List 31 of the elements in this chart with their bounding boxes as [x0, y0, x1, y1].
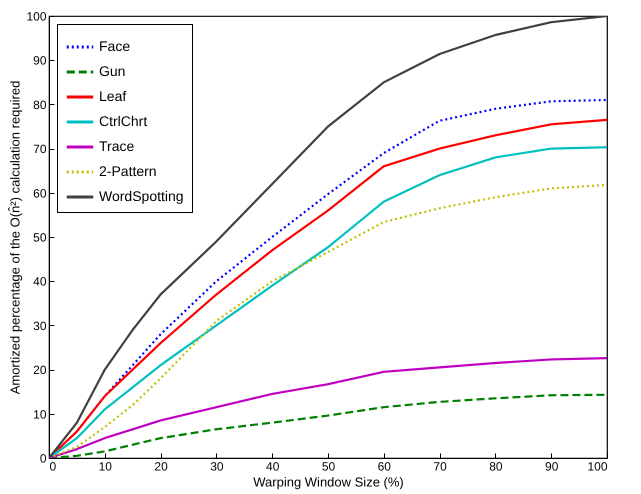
legend-label: 2-Pattern: [99, 163, 157, 179]
y-tick-label: 40: [33, 274, 47, 289]
y-tick-label: 20: [33, 363, 47, 378]
legend-label: Gun: [99, 63, 126, 79]
legend-label: Leaf: [99, 88, 126, 104]
y-tick-label: 90: [33, 54, 47, 68]
line-series: [49, 16, 607, 458]
y-tick-label: 100: [26, 10, 47, 24]
x-tick-label: 30: [210, 460, 224, 474]
legend-label: WordSpotting: [99, 188, 184, 204]
x-tick-label: 100: [587, 460, 608, 474]
y-tick-label: 30: [33, 318, 47, 333]
x-tick-label: 20: [154, 460, 168, 474]
x-tick-label: 40: [266, 460, 280, 474]
y-tick-label: 70: [33, 142, 47, 156]
legend-label: CtrlChrt: [99, 113, 148, 129]
x-tick-label: 90: [545, 460, 559, 474]
y-tick-label: 60: [33, 186, 47, 200]
legend-label: Face: [99, 38, 130, 54]
legend-label: Trace: [99, 138, 134, 154]
x-tick-label: 80: [489, 460, 503, 474]
y-axis-title: Amortized percentage of the O(n̂²) calculation required: [7, 80, 22, 394]
x-tick-label: 0: [50, 460, 56, 474]
x-tick-label: 70: [433, 460, 448, 474]
x-tick-label: 60: [378, 460, 392, 474]
y-tick-label: 80: [33, 98, 47, 112]
x-axis-title: Warping Window Size (%): [253, 474, 404, 490]
x-tick-label: 10: [98, 460, 112, 474]
x-tick-label: 50: [322, 460, 336, 474]
y-tick-label: 50: [33, 230, 47, 244]
y-tick-label: 10: [33, 407, 47, 422]
